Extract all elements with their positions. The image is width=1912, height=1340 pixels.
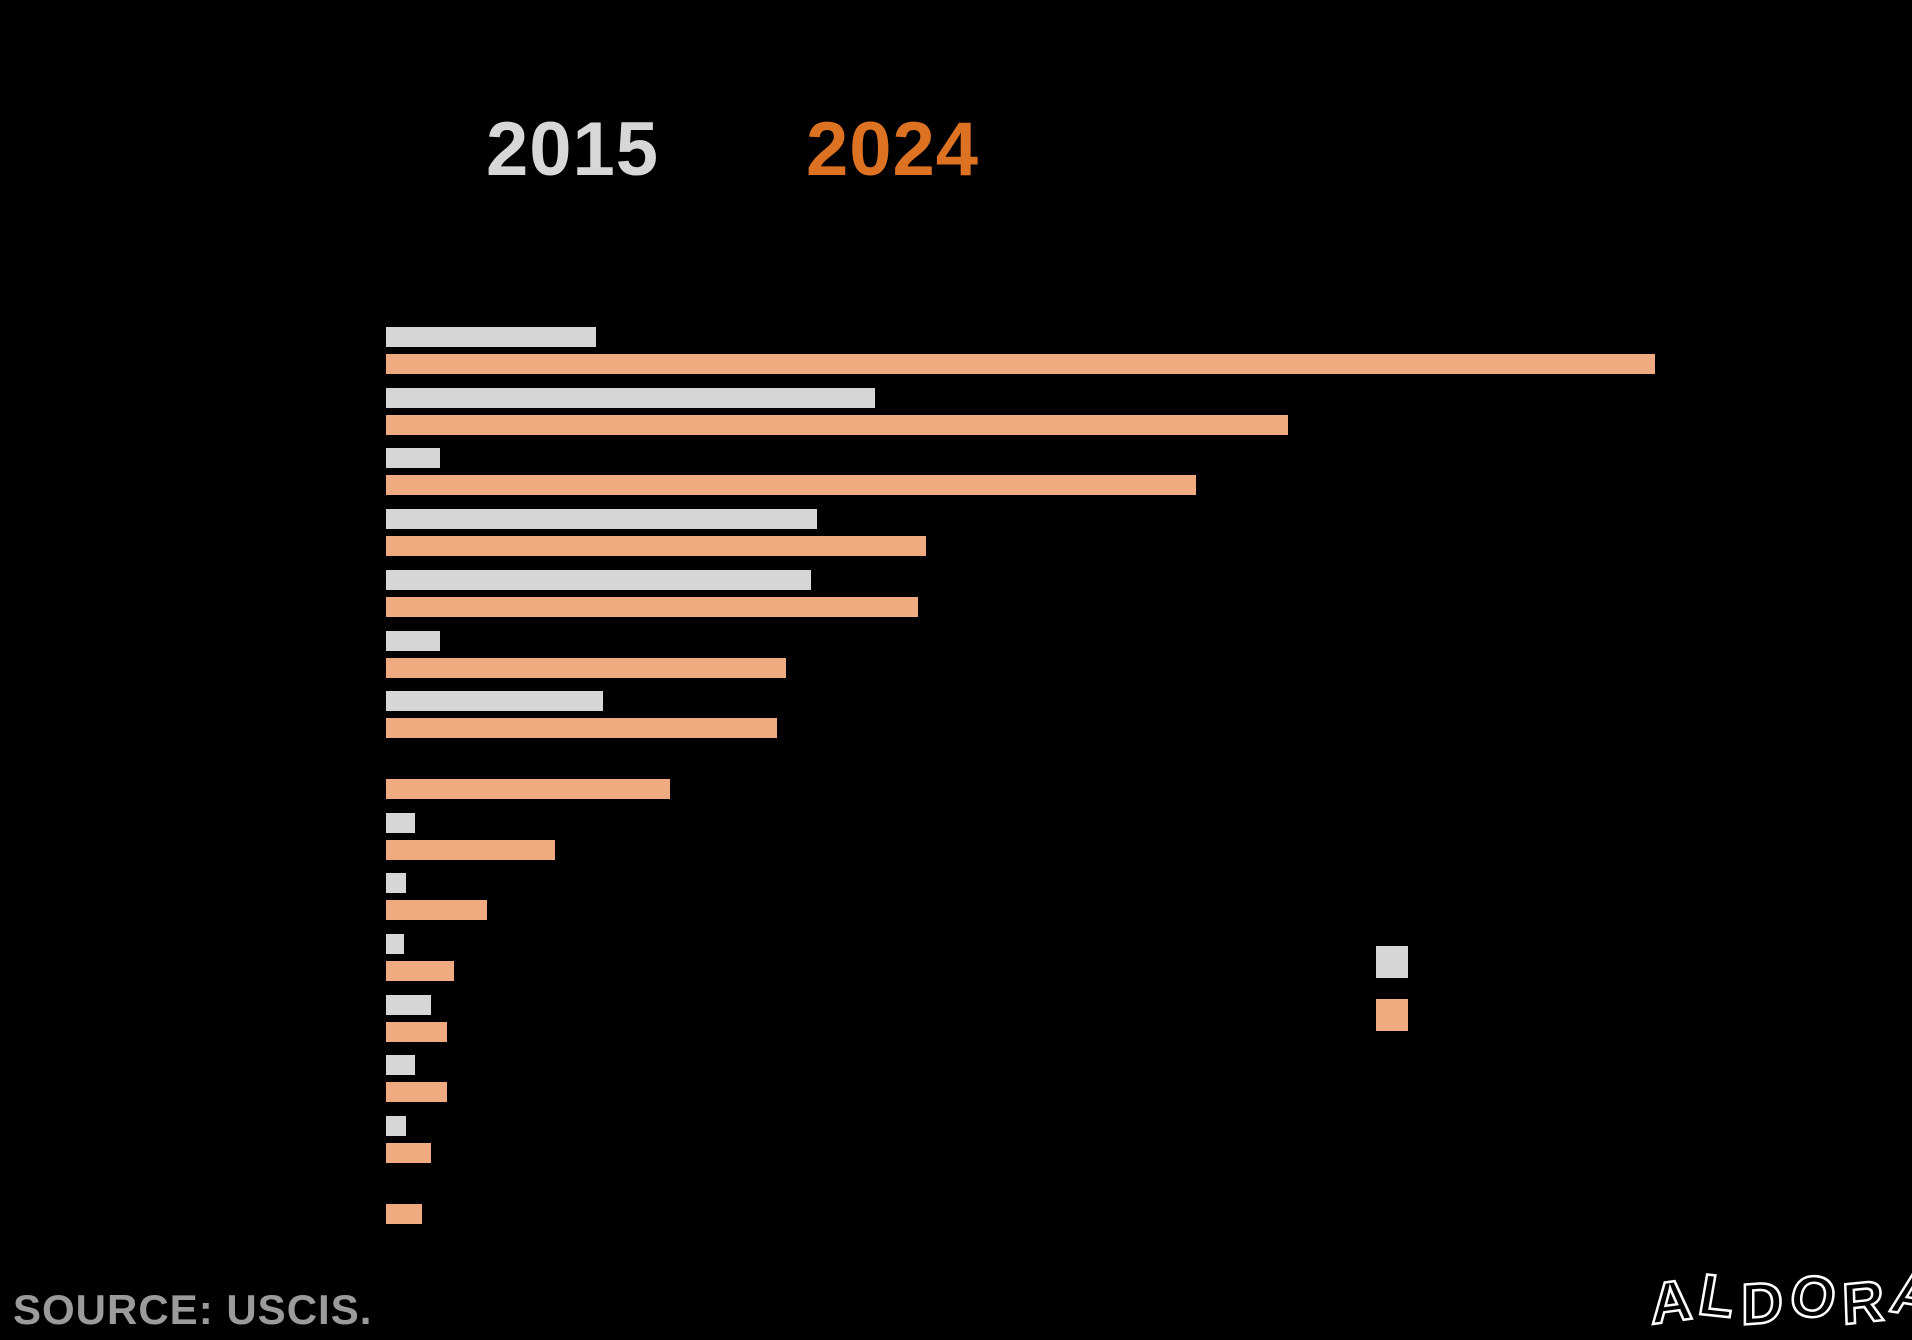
bar-2024 <box>386 354 1655 374</box>
legend-swatch-2024 <box>1376 999 1408 1031</box>
watermark-letter: R <box>1840 1266 1894 1338</box>
bar-2015 <box>386 388 875 408</box>
source-credit: SOURCE: USCIS. <box>13 1286 373 1333</box>
bar-2024 <box>386 900 487 920</box>
bar-2015 <box>386 509 817 529</box>
bar-2024 <box>386 718 777 738</box>
watermark-letter: D <box>1740 1268 1792 1339</box>
bar-2015 <box>386 873 406 893</box>
watermark-letter: O <box>1784 1261 1850 1334</box>
bar-2024 <box>386 840 555 860</box>
bar-2015 <box>386 448 440 468</box>
bar-2015 <box>386 813 415 833</box>
bar-2015 <box>386 934 404 954</box>
legend-label-2015: 2015 <box>486 107 660 192</box>
bar-2015 <box>386 1055 415 1075</box>
bar-2024 <box>386 961 454 981</box>
bar-2015 <box>386 327 596 347</box>
bar-2024 <box>386 415 1288 435</box>
bar-2015 <box>386 570 811 590</box>
legend-label-2024: 2024 <box>806 107 980 192</box>
bar-2024 <box>386 658 786 678</box>
bar-2024 <box>386 536 926 556</box>
bar-2015 <box>386 691 603 711</box>
bar-2024 <box>386 1204 422 1224</box>
watermark-letter: L <box>1693 1261 1749 1333</box>
bar-2024 <box>386 1143 431 1163</box>
bar-2015 <box>386 995 431 1015</box>
bar-2024 <box>386 597 918 617</box>
bar-2024 <box>386 1022 447 1042</box>
bar-2024 <box>386 1082 447 1102</box>
legend-swatch-2015 <box>1376 946 1408 978</box>
watermark-logo: ALDORA <box>1647 1258 1912 1338</box>
bar-2015 <box>386 1116 406 1136</box>
bar-2015 <box>386 631 440 651</box>
bar-2024 <box>386 475 1196 495</box>
bar-2024 <box>386 779 670 799</box>
